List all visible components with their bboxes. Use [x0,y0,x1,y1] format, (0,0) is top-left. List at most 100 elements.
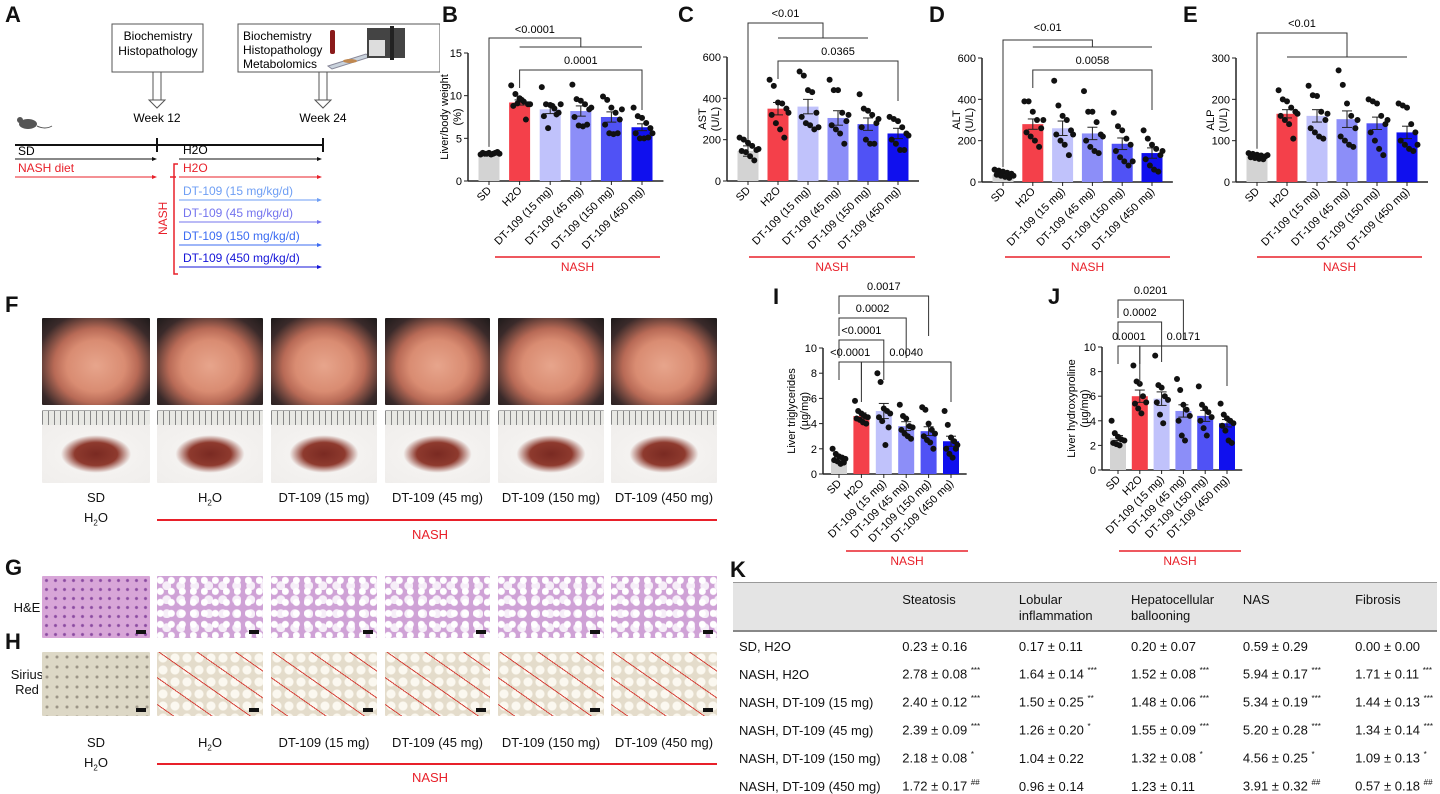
data-point [604,96,611,103]
nash-label: NASH [561,260,594,274]
group-label-f: DT-109 (450 mg) [614,490,714,505]
score-value: 1.48 ± 0.06 [1131,694,1196,710]
bar [1022,124,1044,182]
data-point [1337,133,1344,140]
score-value: 1.50 ± 0.25 [1018,694,1084,710]
panel-label-h: H [5,629,21,654]
score-cell: 2.40 ± 0.12 *** [896,688,1013,716]
group-label-f: DT-109 (15 mg) [278,490,370,505]
y-axis-label: ALP(U/L) [1205,108,1230,132]
significance-mark: *** [1423,694,1433,704]
score-cell: 1.32 ± 0.08 * [1125,744,1237,772]
sd-label: SD [18,144,35,158]
data-point [553,111,560,118]
data-point [1305,82,1312,89]
data-point [1352,125,1359,132]
y-tick-label: 400 [958,94,976,106]
significance-mark: * [1423,750,1427,760]
nash-underline [157,763,717,765]
data-point [768,111,775,118]
y-tick-label: 600 [703,52,721,64]
data-point [755,145,762,152]
data-point [1322,117,1329,123]
data-point [1010,172,1017,179]
y-tick-label: 5 [456,133,462,145]
data-point [1183,406,1190,413]
liver-photo [157,425,263,483]
data-point [1031,137,1038,144]
data-point [545,125,552,132]
data-point [643,119,650,126]
group-label-gh: H2O [198,735,222,753]
score-cell: 2.18 ± 0.08 * [896,744,1013,772]
score-value: 2.78 ± 0.08 [902,666,968,682]
data-point [1177,387,1184,394]
significance-bracket [777,60,899,101]
data-point [645,134,652,141]
bar [857,124,879,181]
y-axis-label-line2: (µg/mg) [1079,389,1091,427]
y-axis-label-line2: (µg/mg) [799,392,811,430]
y-tick-label: 2 [811,444,817,456]
data-point [785,109,792,116]
data-point [809,89,816,96]
y-tick-label: 200 [958,136,976,148]
y-tick-label: 400 [703,93,721,105]
significance-mark: * [1199,750,1203,760]
bar [570,111,592,181]
data-point [832,126,839,133]
significance-mark: *** [970,722,981,732]
ruler-icon [498,410,604,425]
significance-mark: *** [1199,666,1209,676]
p-value-label: 0.0058 [1076,55,1110,67]
score-cell: 5.34 ± 0.19 *** [1237,688,1349,716]
y-tick-label: 10 [805,343,817,355]
data-point [742,149,749,156]
data-point [1142,156,1149,163]
data-point [1138,410,1145,417]
abdomen-photo [498,318,604,405]
data-point [777,126,784,133]
data-point [1129,158,1136,165]
bar [631,127,653,181]
significance-mark: *** [1199,722,1209,732]
data-point [807,122,814,129]
data-point [1089,108,1096,115]
data-point [1200,425,1207,432]
arrowhead [317,243,322,247]
sirius-red-image [611,652,717,716]
data-point [751,157,758,164]
score-value: 0.59 ± 0.29 [1242,638,1308,654]
data-point [1053,131,1060,138]
score-value: 2.39 ± 0.09 [902,722,968,738]
p-value-label: 0.0017 [867,281,901,293]
significance-bracket [519,69,643,110]
data-point [901,147,908,153]
arrow-week12 [147,71,167,109]
bar [1153,398,1170,470]
treatment-label: H2O [183,161,208,175]
y-tick-label: 100 [1212,136,1230,148]
data-point [897,147,904,153]
data-point [1093,119,1100,126]
data-point [772,120,779,127]
data-point [1083,137,1090,144]
data-point [1160,420,1167,427]
data-point [508,82,515,89]
data-point [1397,137,1404,144]
data-point [829,445,836,452]
panel-label-e: E [1183,2,1198,27]
he-stain-image [498,576,604,638]
score-value: 3.91 ± 0.32 [1242,778,1308,794]
score-value: 1.52 ± 0.08 [1131,666,1196,682]
bar [1396,132,1418,182]
x-tick-label: SD [734,185,753,204]
significance-bracket [747,22,824,140]
data-point [1095,150,1102,157]
row-group: NASH, DT-109 (450 mg) [733,772,897,794]
y-tick-label: 0 [715,176,721,188]
data-point [1197,417,1204,424]
data-point [649,130,656,137]
